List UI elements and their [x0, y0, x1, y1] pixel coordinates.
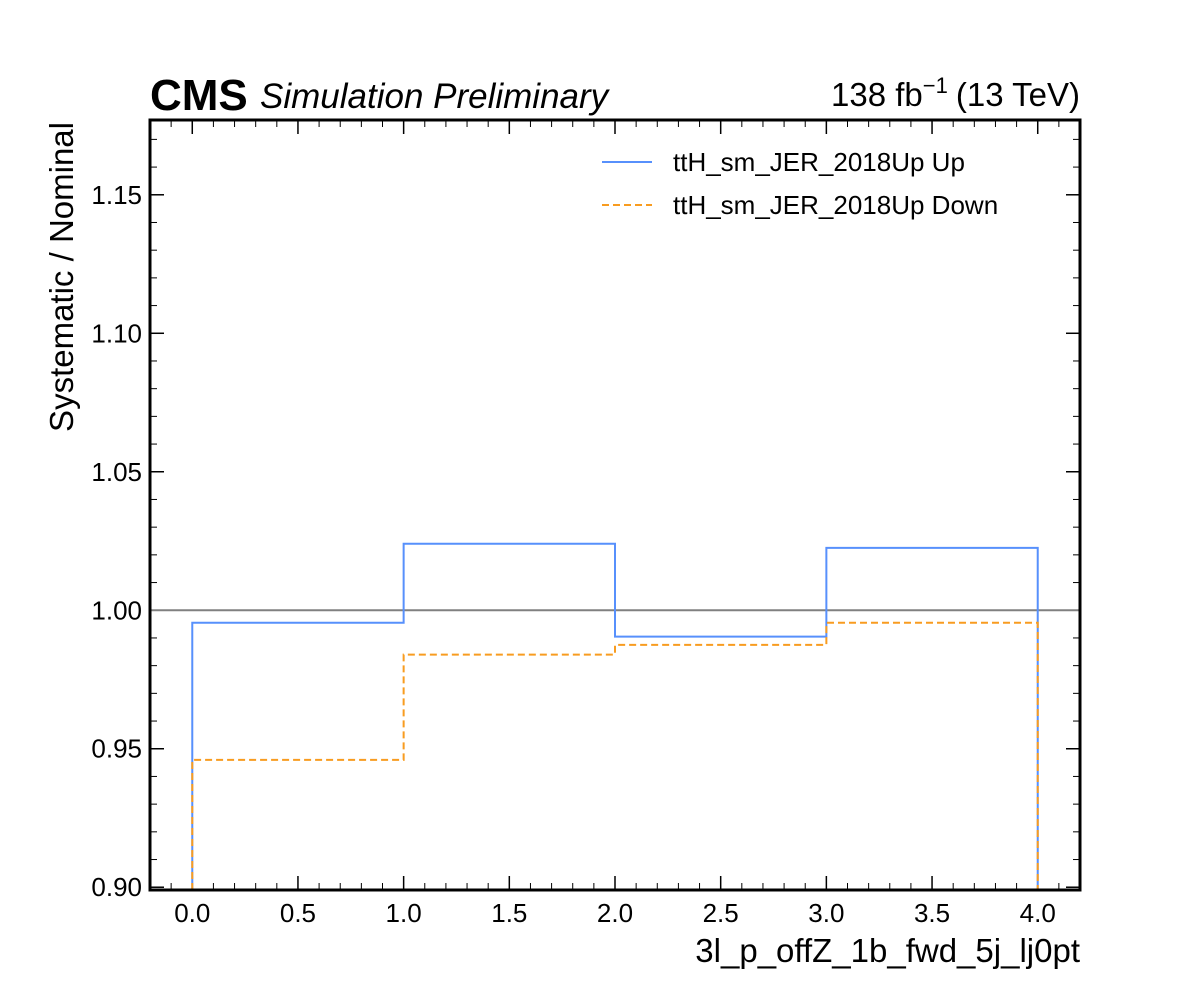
- simulation-preliminary-label: Simulation Preliminary: [260, 77, 611, 116]
- lumi-exponent: −1: [923, 73, 948, 98]
- plot-frame: [148, 118, 1082, 892]
- y-axis-label: Systematic / Nominal: [43, 122, 80, 432]
- x-axis-label: 3l_p_offZ_1b_fwd_5j_lj0pt: [695, 932, 1080, 969]
- x-tick-label: 3.5: [914, 898, 950, 928]
- x-tick-label: 2.0: [597, 898, 633, 928]
- legend-label: ttH_sm_JER_2018Up Down: [673, 190, 998, 220]
- y-tick-label: 0.90: [91, 872, 142, 902]
- x-tick-label: 0.5: [280, 898, 316, 928]
- legend: ttH_sm_JER_2018Up Up ttH_sm_JER_2018Up Do…: [602, 147, 998, 220]
- lumi-value: 138 fb: [831, 76, 923, 113]
- legend-label: ttH_sm_JER_2018Up Up: [673, 147, 965, 177]
- series-down-line: [191, 621, 1039, 890]
- x-tick-label: 0.0: [174, 898, 210, 928]
- y-tick-label: 1.15: [91, 180, 142, 210]
- x-tick-label: 1.5: [491, 898, 527, 928]
- x-tick-label: 2.5: [703, 898, 739, 928]
- y-tick-label: 1.00: [91, 595, 142, 625]
- data-layer: [150, 542, 1080, 890]
- series-up-line: [191, 542, 1039, 890]
- y-tick-label: 0.95: [91, 734, 142, 764]
- lumi-energy: (13 TeV): [956, 76, 1080, 113]
- cms-label: CMS: [150, 71, 248, 120]
- y-tick-label: 1.05: [91, 457, 142, 487]
- x-tick-label: 4.0: [1020, 898, 1056, 928]
- x-tick-label: 3.0: [808, 898, 844, 928]
- luminosity-label: 138 fb−1 (13 TeV): [831, 73, 1080, 113]
- axis-ticks: 0.0 0.5 1.0 1.5 2.0 2.5 3.0 3.5 4.0 0.90 0.95 1.00 1…: [91, 120, 1080, 928]
- y-tick-label: 1.10: [91, 318, 142, 348]
- x-tick-label: 1.0: [386, 898, 422, 928]
